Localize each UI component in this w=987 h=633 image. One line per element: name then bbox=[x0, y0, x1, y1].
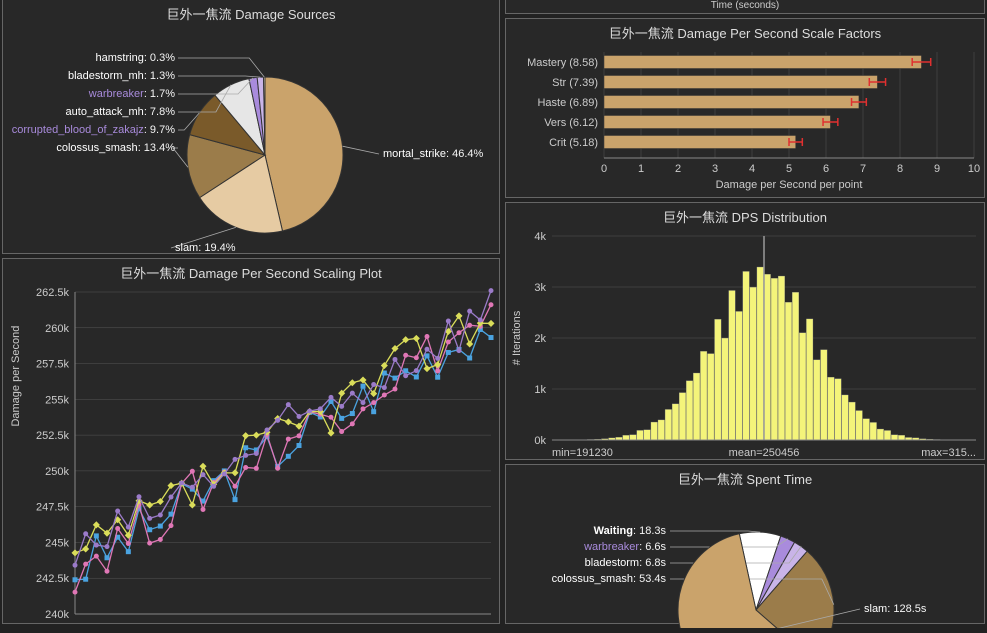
svg-text:8: 8 bbox=[897, 163, 903, 175]
svg-text:252.5k: 252.5k bbox=[36, 430, 70, 442]
panel-damage-sources: 巨外一焦流 Damage Sources mortal_strike: 46.4… bbox=[2, 0, 500, 254]
scaling-plot-chart: 240k 242.5k 245k 247.5k 250k 252.5k 255k 257.5k… bbox=[3, 284, 499, 628]
svg-text:7: 7 bbox=[860, 163, 866, 175]
svg-text:4k: 4k bbox=[534, 231, 546, 243]
panel-scaling-plot: 巨外一焦流 Damage Per Second Scaling Plot Dam… bbox=[2, 258, 500, 624]
spent-time-chart: Waiting: 18.3s warbreaker: 6.6s bladestorm… bbox=[506, 490, 984, 628]
svg-text:Vers (6.12): Vers (6.12) bbox=[544, 117, 598, 129]
svg-text:2: 2 bbox=[675, 163, 681, 175]
svg-text:242.5k: 242.5k bbox=[36, 573, 70, 585]
svg-text:6: 6 bbox=[823, 163, 829, 175]
svg-text:bladestorm_mh: 1.3%: bladestorm_mh: 1.3% bbox=[68, 70, 175, 82]
svg-text:hamstring: 0.3%: hamstring: 0.3% bbox=[96, 52, 176, 64]
time-axis-label: Time (seconds) bbox=[506, 0, 984, 11]
svg-text:2k: 2k bbox=[534, 333, 546, 345]
scaling-plot-ylabel: Damage per Second bbox=[10, 326, 22, 427]
svg-text:slam: 19.4%: slam: 19.4% bbox=[175, 242, 236, 254]
svg-text:Waiting: 18.3s: Waiting: 18.3s bbox=[594, 525, 667, 537]
svg-text:0k: 0k bbox=[534, 435, 546, 447]
svg-text:Haste (6.89): Haste (6.89) bbox=[537, 97, 598, 109]
svg-text:9: 9 bbox=[934, 163, 940, 175]
svg-text:slam: 128.5s: slam: 128.5s bbox=[864, 603, 927, 615]
panel-time-axis: Time (seconds) bbox=[505, 0, 985, 14]
svg-text:260k: 260k bbox=[45, 323, 69, 335]
svg-text:247.5k: 247.5k bbox=[36, 502, 70, 514]
svg-text:255k: 255k bbox=[45, 394, 69, 406]
svg-text:4: 4 bbox=[749, 163, 755, 175]
svg-text:Mastery (8.58): Mastery (8.58) bbox=[527, 57, 598, 69]
panel-spent-time: 巨外一焦流 Spent Time Waiting: 18.3s warbreake… bbox=[505, 464, 985, 624]
scaling-plot-title: 巨外一焦流 Damage Per Second Scaling Plot bbox=[3, 259, 499, 284]
scale-factors-chart: 0 1 2 3 4 5 6 7 8 9 10 Mastery (8.58) Str (7.39) Hast… bbox=[506, 44, 984, 202]
dps-dist-chart: 0k 1k 2k 3k 4k # Iterations min=191230 mean=250… bbox=[506, 228, 984, 464]
svg-text:250k: 250k bbox=[45, 466, 69, 478]
damage-sources-title: 巨外一焦流 Damage Sources bbox=[3, 0, 499, 25]
svg-text:3k: 3k bbox=[534, 282, 546, 294]
panel-dps-dist: 巨外一焦流 DPS Distribution 0k 1k 2k 3k 4k # Itera… bbox=[505, 202, 985, 460]
svg-text:warbreaker: 1.7%: warbreaker: 1.7% bbox=[88, 88, 175, 100]
scale-factors-title: 巨外一焦流 Damage Per Second Scale Factors bbox=[506, 19, 984, 44]
svg-text:# Iterations: # Iterations bbox=[511, 310, 523, 365]
panel-scale-factors: 巨外一焦流 Damage Per Second Scale Factors 0 1… bbox=[505, 18, 985, 198]
damage-sources-chart: mortal_strike: 46.4% slam: 19.4% hamstring… bbox=[3, 25, 499, 257]
svg-text:mortal_strike: 46.4%: mortal_strike: 46.4% bbox=[383, 148, 483, 160]
svg-text:bladestorm: 6.8s: bladestorm: 6.8s bbox=[585, 557, 667, 569]
svg-text:3: 3 bbox=[712, 163, 718, 175]
spent-time-title: 巨外一焦流 Spent Time bbox=[506, 465, 984, 490]
svg-text:colossus_smash: 53.4s: colossus_smash: 53.4s bbox=[552, 573, 667, 585]
svg-text:Crit (5.18): Crit (5.18) bbox=[549, 137, 598, 149]
svg-text:257.5k: 257.5k bbox=[36, 359, 70, 371]
svg-text:colossus_smash: 13.4%: colossus_smash: 13.4% bbox=[56, 142, 175, 154]
svg-text:1: 1 bbox=[638, 163, 644, 175]
svg-text:1k: 1k bbox=[534, 384, 546, 396]
svg-text:warbreaker: 6.6s: warbreaker: 6.6s bbox=[583, 541, 666, 553]
dps-dist-title: 巨外一焦流 DPS Distribution bbox=[506, 203, 984, 228]
svg-text:corrupted_blood_of_zakajz: 9.7: corrupted_blood_of_zakajz: 9.7% bbox=[12, 124, 175, 136]
svg-text:0: 0 bbox=[601, 163, 607, 175]
svg-text:240k: 240k bbox=[45, 609, 69, 621]
svg-text:auto_attack_mh: 7.8%: auto_attack_mh: 7.8% bbox=[66, 106, 176, 118]
svg-text:max=315...: max=315... bbox=[921, 447, 976, 459]
svg-text:min=191230: min=191230 bbox=[552, 447, 613, 459]
svg-text:10: 10 bbox=[968, 163, 980, 175]
svg-text:mean=250456: mean=250456 bbox=[729, 447, 800, 459]
svg-text:262.5k: 262.5k bbox=[36, 287, 70, 299]
svg-text:Str (7.39): Str (7.39) bbox=[552, 77, 598, 89]
svg-text:245k: 245k bbox=[45, 537, 69, 549]
svg-text:Damage per Second per point: Damage per Second per point bbox=[716, 179, 863, 191]
svg-text:5: 5 bbox=[786, 163, 792, 175]
